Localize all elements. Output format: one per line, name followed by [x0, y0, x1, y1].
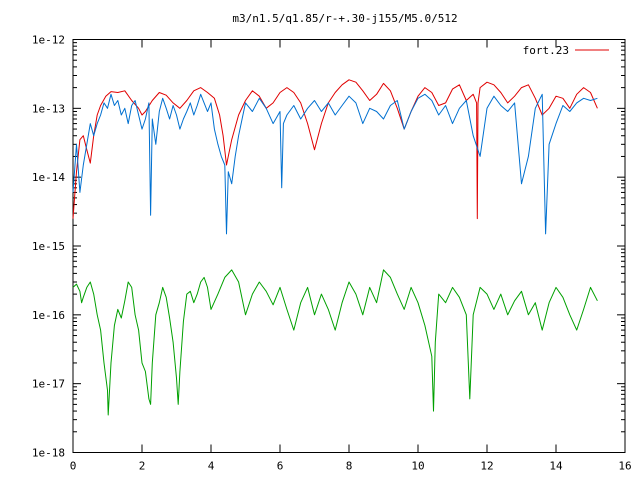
y-tick-label: 1e-12: [32, 34, 65, 47]
series-line-1: [72, 79, 598, 220]
x-tick-label: 4: [208, 460, 215, 473]
y-tick-label: 1e-14: [32, 171, 65, 184]
y-tick-label: 1e-16: [32, 309, 65, 322]
x-tick-label: 14: [549, 460, 563, 473]
x-tick-label: 16: [618, 460, 631, 473]
x-axis: 0 2 4 6 8 10 12 14 16: [70, 39, 632, 473]
x-tick-label: 12: [480, 460, 493, 473]
legend: fort.23: [523, 44, 609, 57]
series-layer: [72, 79, 598, 416]
x-tick-label: 2: [139, 460, 146, 473]
y-tick-label: 1e-15: [32, 240, 65, 253]
y-axis: 1e-18 1e-17 1e-16 1e-15 1e-14 1e-13 1e-12: [32, 34, 625, 460]
x-tick-label: 10: [411, 460, 424, 473]
legend-label: fort.23: [523, 44, 569, 57]
y-tick-label: 1e-13: [32, 102, 65, 115]
x-tick-label: 8: [346, 460, 353, 473]
x-tick-label: 0: [70, 460, 77, 473]
series-line-2: [72, 93, 598, 235]
chart-title: m3/n1.5/q1.85/r-+.30-j155/M5.0/512: [232, 12, 457, 25]
y-tick-label: 1e-17: [32, 378, 65, 391]
x-tick-label: 6: [277, 460, 284, 473]
y-tick-label: 1e-18: [32, 447, 65, 460]
series-line-3: [72, 269, 598, 416]
